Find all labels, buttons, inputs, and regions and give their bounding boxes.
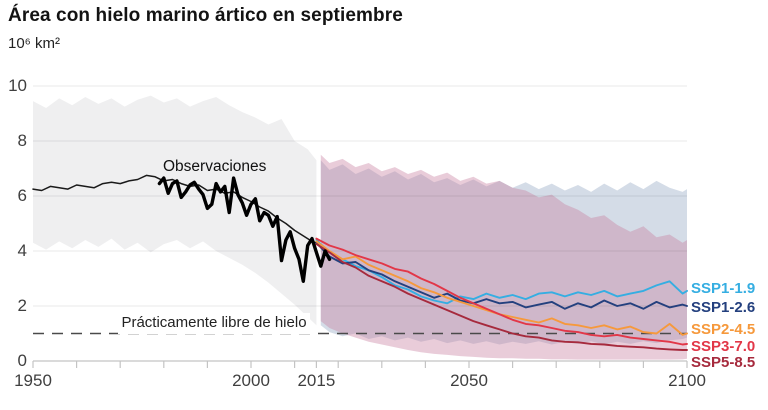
series-line-ssp1-26	[315, 241, 688, 310]
series-line-ssp2-45	[315, 240, 688, 336]
y-tick-label-2: 2	[17, 296, 27, 315]
y-tick-label-8: 8	[17, 131, 27, 150]
y-tick-label-4: 4	[17, 241, 27, 260]
y-tick-label-0: 0	[17, 351, 27, 370]
y-tick-label-10: 10	[8, 76, 27, 95]
legend-label-ssp3-70: SSP3-7.0	[691, 338, 756, 355]
x-tick-label-2015: 2015	[297, 371, 336, 390]
series-line-ssp3-70	[315, 237, 688, 346]
series-line-ssp5-85	[315, 243, 688, 351]
band-ssp1-26-range	[320, 160, 687, 345]
legend-label-ssp1-26: SSP1-2.6	[691, 299, 756, 316]
x-tick-label-2000: 2000	[232, 371, 270, 390]
chart-title: Área con hielo marino ártico en septiemb…	[8, 5, 403, 26]
x-tick-label-2050: 2050	[450, 371, 488, 390]
legend-label-ssp2-45: SSP2-4.5	[691, 321, 756, 338]
x-tick-label-2100: 2100	[668, 371, 706, 390]
legend-label-ssp5-85: SSP5-8.5	[691, 354, 756, 371]
legend-label-ssp1-19: SSP1-1.9	[691, 280, 756, 297]
series-line-observaciones	[157, 176, 332, 283]
series-line-ssp1-19	[315, 239, 688, 305]
band-ssp3-70-range	[320, 154, 687, 360]
observations-annotation: Observaciones	[163, 158, 267, 175]
y-tick-label-6: 6	[17, 186, 27, 205]
y-axis-unit-label: 10⁶ km²	[8, 35, 61, 52]
band-historical-model-range	[33, 95, 317, 326]
x-tick-label-1950: 1950	[14, 371, 52, 390]
ice-free-threshold-annotation: Prácticamente libre de hielo	[118, 313, 310, 334]
